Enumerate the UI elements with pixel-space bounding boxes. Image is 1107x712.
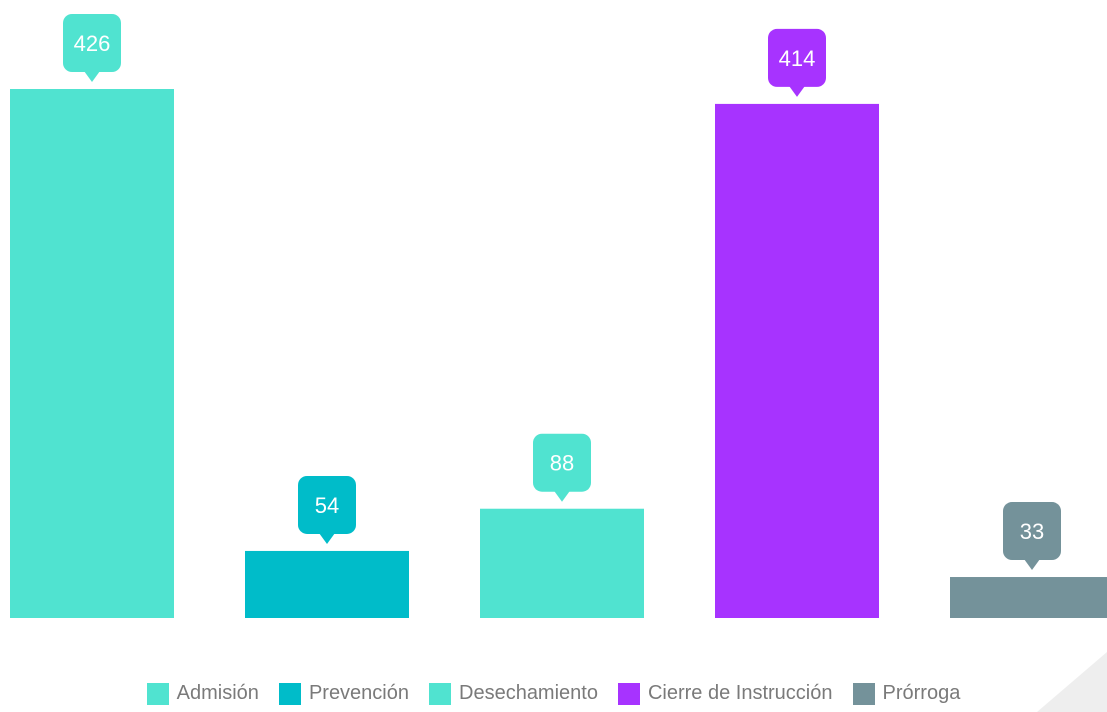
bar-1: [245, 550, 409, 618]
data-label-box: [768, 28, 826, 87]
corner-shade: [1037, 652, 1107, 712]
legend-swatch: [278, 682, 301, 705]
data-label-pointer: [84, 71, 100, 82]
bar-0: [10, 89, 174, 618]
legend-label: Admisión: [176, 682, 259, 704]
legend-swatch: [429, 682, 451, 705]
data-label-box: [1003, 502, 1061, 561]
data-label-4: 33: [1003, 502, 1061, 571]
bar-4: [950, 577, 1107, 618]
legend-label: Desechamiento: [459, 682, 598, 704]
legend-swatch: [146, 682, 169, 705]
data-label-1: 54: [298, 475, 356, 544]
data-label-pointer: [789, 85, 805, 97]
bar-2: [480, 508, 644, 618]
legend-label: Prórroga: [882, 682, 961, 704]
data-label-text: 88: [550, 451, 574, 476]
bar-3: [715, 103, 879, 618]
data-label-box: [63, 14, 121, 72]
legend-item-prevencion: Prevención: [278, 682, 409, 705]
legend-item-prorroga: Prórroga: [852, 682, 961, 705]
legend-label: Prevención: [308, 682, 409, 704]
data-label-pointer: [1024, 559, 1040, 571]
legend-item-cierre-de-instruccion: Cierre de Instrucción: [617, 682, 833, 705]
data-label-pointer: [554, 490, 570, 502]
chart-legend: Admisión Prevención Desechamiento Cierre…: [0, 682, 1107, 705]
data-label-text: 426: [74, 31, 111, 56]
data-label-0: 426: [63, 14, 121, 82]
data-label-box: [533, 433, 591, 492]
legend-swatch: [852, 682, 875, 705]
data-label-2: 88: [533, 433, 591, 502]
data-label-pointer: [319, 532, 335, 544]
legend-item-desechamiento: Desechamiento: [429, 682, 598, 705]
data-label-box: [298, 475, 356, 534]
legend-item-admision: Admisión: [146, 682, 259, 705]
data-label-text: 54: [315, 493, 339, 518]
legend-swatch: [617, 682, 640, 705]
data-label-3: 414: [768, 28, 826, 97]
data-label-text: 33: [1020, 519, 1044, 544]
legend-label: Cierre de Instrucción: [647, 682, 833, 704]
data-label-text: 414: [779, 46, 816, 71]
